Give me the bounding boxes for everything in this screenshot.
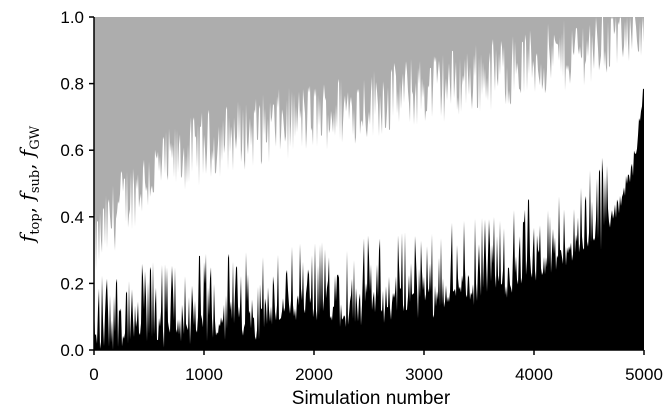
y-tick-label: 1.0 [60,8,84,27]
x-tick-label: 5000 [625,365,663,384]
y-tick-label: 0.8 [60,75,84,94]
y-axis-label: ftop, fsub, fGW [15,125,43,244]
series-area-sub [94,17,644,350]
x-tick-label: 2000 [295,365,333,384]
y-label-subscript: top [28,213,43,234]
axes [89,16,645,355]
y-label-separator: , [15,201,39,214]
x-axis-label: Simulation number [292,388,451,409]
y-label-separator: , [15,157,39,170]
y-label-subscript: GW [28,125,43,149]
x-tick-labels: 0 1000 2000 3000 4000 5000 [89,365,663,384]
x-tick-label: 4000 [515,365,553,384]
y-tick-label: 0.2 [60,274,84,293]
y-tick-label: 0.6 [60,141,84,160]
plot-area [94,17,644,350]
y-tick-label: 0.0 [60,341,84,360]
x-tick-label: 1000 [185,365,223,384]
y-tick-labels: 0.0 0.2 0.4 0.6 0.8 1.0 [60,8,84,360]
x-tick-label: 0 [89,365,98,384]
x-tick-label: 3000 [405,365,443,384]
y-label-subscript: sub [28,170,43,193]
series-area-gw [94,88,644,350]
y-tick-label: 0.4 [60,208,84,227]
